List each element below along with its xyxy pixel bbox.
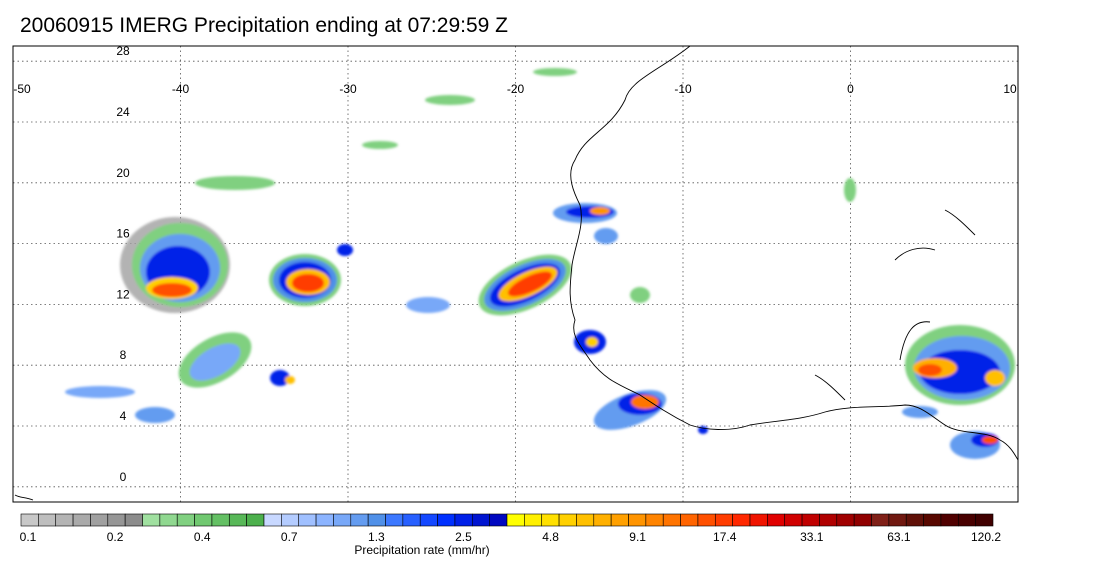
colorbar-swatch xyxy=(697,513,716,527)
colorbar-swatch xyxy=(871,513,890,527)
colorbar-tick-label: 4.8 xyxy=(542,530,559,544)
colorbar-swatch xyxy=(454,513,473,527)
colorbar-swatch xyxy=(124,513,143,527)
colorbar-swatch xyxy=(38,513,57,527)
colorbar-tick-label: 33.1 xyxy=(800,530,824,544)
colorbar-swatch xyxy=(55,513,74,527)
colorbar-swatch xyxy=(471,513,490,527)
colorbar-swatch xyxy=(923,513,942,527)
colorbar-swatch xyxy=(801,513,820,527)
colorbar-swatch xyxy=(732,513,751,527)
longitude-tick-label: 10 xyxy=(1003,82,1017,96)
colorbar-tick-label: 0.2 xyxy=(107,530,124,544)
colorbar-swatch xyxy=(905,513,924,527)
longitude-tick-label: -20 xyxy=(507,82,525,96)
latitude-tick-label: 16 xyxy=(116,227,130,241)
longitude-tick-label: -10 xyxy=(674,82,692,96)
colorbar-swatch xyxy=(315,513,334,527)
colorbar-swatch xyxy=(246,513,265,527)
colorbar-swatch xyxy=(853,513,872,527)
colorbar-swatch xyxy=(610,513,629,527)
colorbar-swatch xyxy=(524,513,543,527)
colorbar-label: Precipitation rate (mm/hr) xyxy=(354,543,489,557)
colorbar-swatch xyxy=(107,513,126,527)
colorbar-tick-label: 63.1 xyxy=(887,530,911,544)
latitude-tick-label: 24 xyxy=(116,105,130,119)
colorbar-swatch xyxy=(176,513,195,527)
colorbar-swatch xyxy=(90,513,109,527)
colorbar-swatch xyxy=(662,513,681,527)
colorbar-swatch xyxy=(402,513,421,527)
coastline xyxy=(14,46,1018,501)
colorbar-swatch xyxy=(714,513,733,527)
colorbar-swatch xyxy=(940,513,959,527)
colorbar-swatch xyxy=(142,513,161,527)
colorbar-swatch xyxy=(593,513,612,527)
latitude-tick-label: 20 xyxy=(116,166,130,180)
colorbar-swatch xyxy=(159,513,178,527)
colorbar-swatch xyxy=(645,513,664,527)
colorbar-swatch xyxy=(281,513,300,527)
longitude-tick-label: -30 xyxy=(339,82,357,96)
colorbar-swatch xyxy=(628,513,647,527)
map-title: 20060915 IMERG Precipitation ending at 0… xyxy=(20,14,508,37)
colorbar-swatch xyxy=(836,513,855,527)
colorbar-swatch xyxy=(367,513,386,527)
map-frame xyxy=(12,45,1019,503)
colorbar-swatch xyxy=(20,513,39,527)
colorbar-swatch xyxy=(819,513,838,527)
colorbar-swatch xyxy=(489,513,508,527)
longitude-tick-label: 0 xyxy=(847,82,854,96)
colorbar-swatch xyxy=(72,513,91,527)
latitude-tick-label: 12 xyxy=(116,287,130,301)
colorbar-swatch xyxy=(975,513,994,527)
latitude-tick-label: 8 xyxy=(120,348,127,362)
colorbar-swatch xyxy=(957,513,976,527)
longitude-labels: -50 -40 -30 -20 -10 0 10 xyxy=(13,82,1017,96)
colorbar-tick-labels: 0.1 0.2 0.4 0.7 1.3 2.5 4.8 9.1 17.4 33.1 63.1 120.… xyxy=(20,530,1002,544)
colorbar-swatch xyxy=(576,513,595,527)
colorbar-tick-label: 1.3 xyxy=(368,530,385,544)
colorbar-tick-label: 0.1 xyxy=(20,530,37,544)
longitude-tick-label: -40 xyxy=(172,82,190,96)
colorbar-tick-label: 17.4 xyxy=(713,530,737,544)
colorbar-swatch xyxy=(888,513,907,527)
colorbar-swatch xyxy=(194,513,213,527)
colorbar-tick-label: 0.4 xyxy=(194,530,211,544)
colorbar-swatch xyxy=(350,513,369,527)
colorbar-swatch xyxy=(333,513,352,527)
precipitation-field xyxy=(65,68,1015,459)
colorbar-swatch xyxy=(784,513,803,527)
colorbar-swatch xyxy=(749,513,768,527)
colorbar-swatch xyxy=(419,513,438,527)
colorbar-tick-label: 9.1 xyxy=(629,530,646,544)
latitude-labels: 0 4 8 12 16 20 24 28 xyxy=(116,44,130,484)
colorbar-swatch xyxy=(767,513,786,527)
colorbar-swatch xyxy=(385,513,404,527)
colorbar-swatches xyxy=(20,513,994,527)
colorbar-swatch xyxy=(228,513,247,527)
latitude-tick-label: 4 xyxy=(120,409,127,423)
latitude-tick-label: 28 xyxy=(116,44,130,58)
colorbar-swatch xyxy=(263,513,282,527)
colorbar-swatch xyxy=(437,513,456,527)
colorbar-swatch xyxy=(211,513,230,527)
colorbar-tick-label: 2.5 xyxy=(455,530,472,544)
colorbar-swatch xyxy=(298,513,317,527)
colorbar-swatch xyxy=(680,513,699,527)
colorbar-tick-label: 0.7 xyxy=(281,530,298,544)
colorbar-swatch xyxy=(506,513,525,527)
longitude-tick-label: -50 xyxy=(13,82,31,96)
colorbar-swatch xyxy=(558,513,577,527)
colorbar-tick-label: 120.2 xyxy=(971,530,1001,544)
latitude-tick-label: 0 xyxy=(120,470,127,484)
colorbar-swatch xyxy=(541,513,560,527)
